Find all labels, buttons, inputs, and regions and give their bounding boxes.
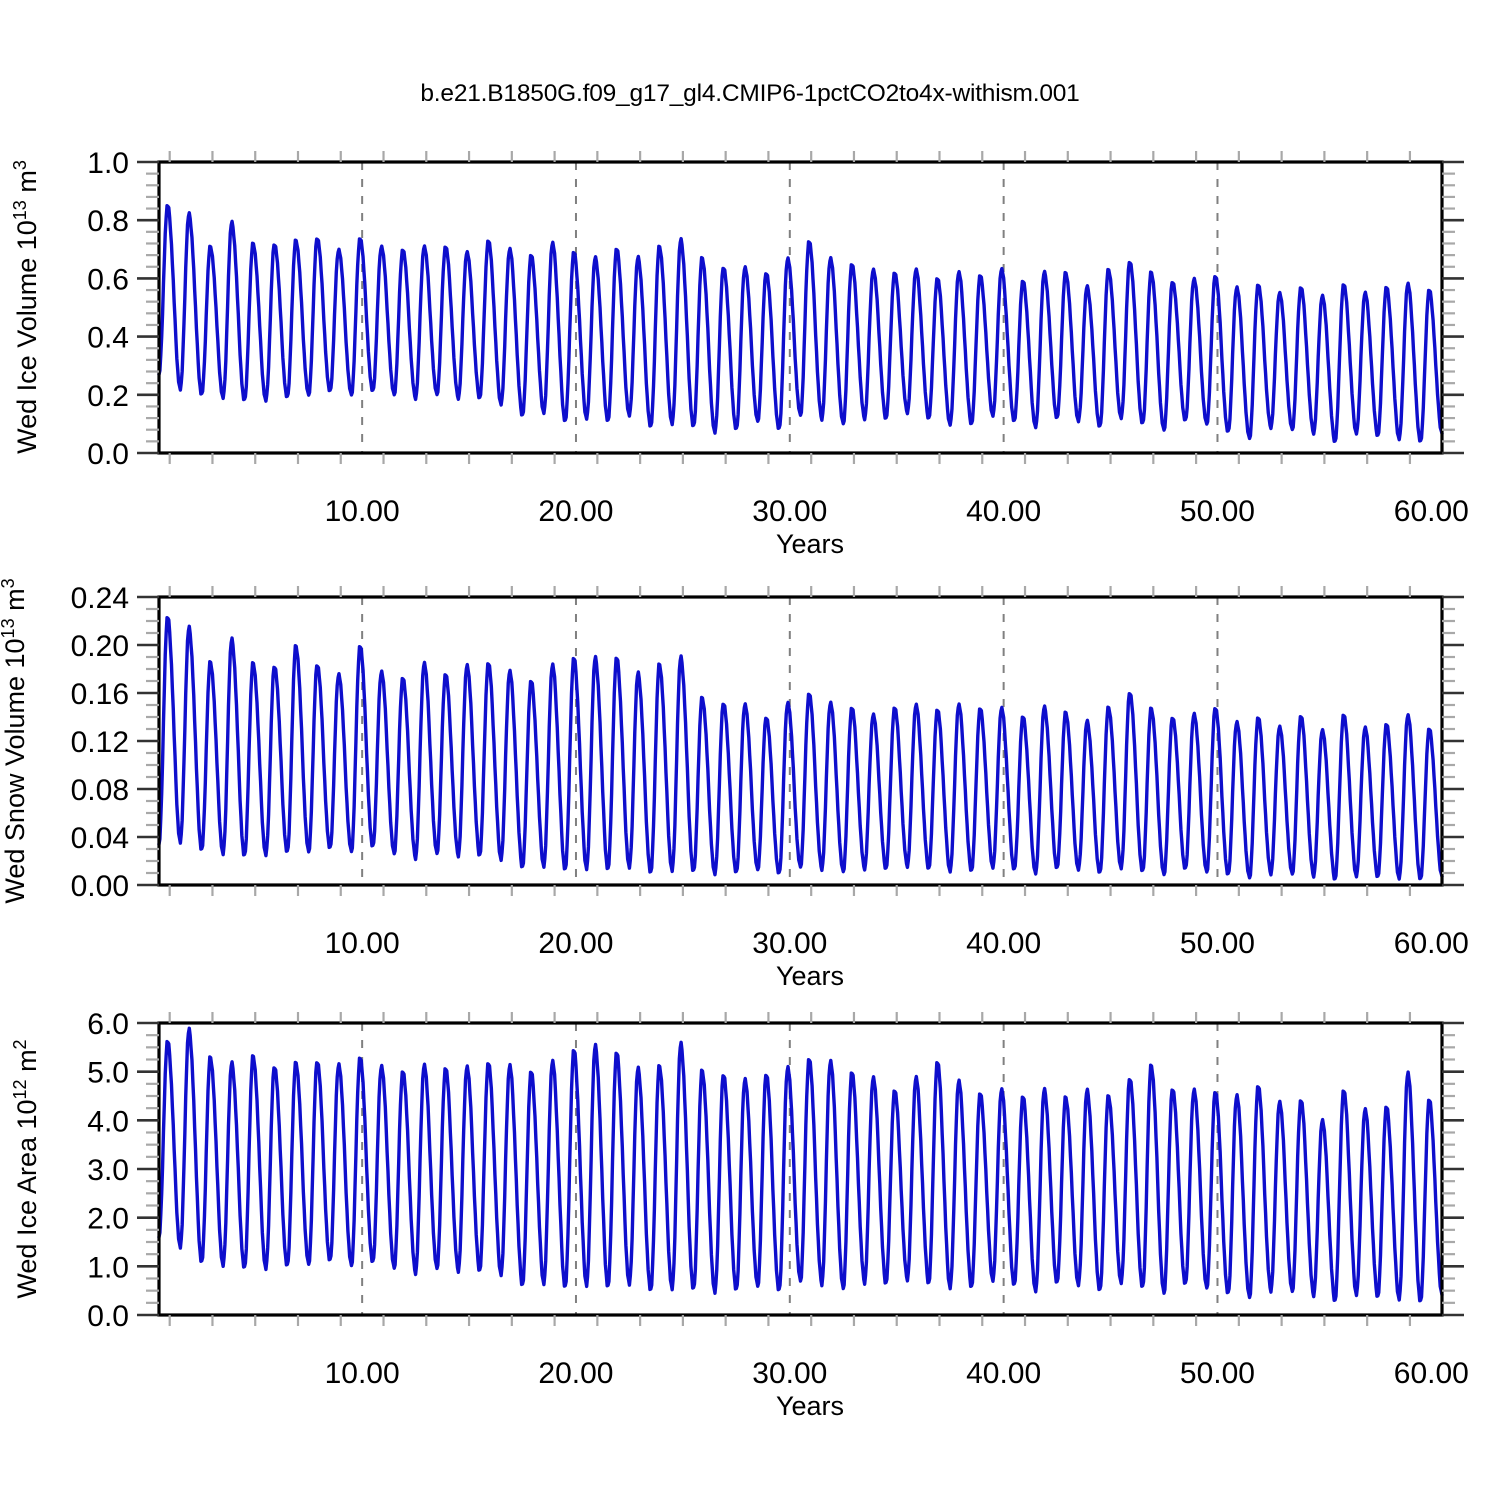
ytick-label: 0.4 xyxy=(87,322,129,355)
xtick-label: 30.00 xyxy=(752,927,827,960)
xtick-label: 10.00 xyxy=(325,927,400,960)
yaxis-label: Wed Ice Area 1012 m2 xyxy=(10,1039,42,1298)
yaxis-label-base: Wed Ice Area 10 xyxy=(12,1099,42,1298)
ytick-label: 0.24 xyxy=(71,582,129,615)
ytick-label: 1.0 xyxy=(87,147,129,180)
ytick-label: 0.00 xyxy=(71,870,129,903)
xtick-label: 60.00 xyxy=(1394,495,1469,528)
xtick-label: 50.00 xyxy=(1180,927,1255,960)
ytick-label: 0.16 xyxy=(71,678,129,711)
xtick-label: 60.00 xyxy=(1394,1357,1469,1390)
ytick-label: 0.8 xyxy=(87,205,129,238)
panel-2: 0.00 0.04 0.08 0.12 0.16 0.20 0.24 10.00 20.00 30… xyxy=(0,578,1469,991)
ytick-label: 3.0 xyxy=(87,1154,129,1187)
ytick-label: 5.0 xyxy=(87,1057,129,1090)
xtick-label: 10.00 xyxy=(325,1357,400,1390)
panel-1: 0.0 0.2 0.4 0.6 0.8 1.0 10.00 20.00 30.00 40.00 50… xyxy=(10,147,1469,559)
yaxis-label-tail: m xyxy=(12,170,42,200)
ytick-label: 0.20 xyxy=(71,630,129,663)
xtick-label: 30.00 xyxy=(752,1357,827,1390)
yaxis-label: Wed Snow Volume 1013 m3 xyxy=(0,578,30,903)
xtick-label: 20.00 xyxy=(538,927,613,960)
xtick-label: 50.00 xyxy=(1180,1357,1255,1390)
xtick-label: 10.00 xyxy=(325,495,400,528)
xaxis-label: Years xyxy=(776,1391,844,1421)
ytick-label: 0.08 xyxy=(71,774,129,807)
yaxis-label-tail-exponent: 3 xyxy=(0,578,18,588)
yaxis-label-tail: m xyxy=(0,588,30,618)
ytick-label: 0.2 xyxy=(87,380,129,413)
ytick-label: 2.0 xyxy=(87,1203,129,1236)
ytick-label: 0.0 xyxy=(87,1300,129,1333)
xtick-label: 50.00 xyxy=(1180,495,1255,528)
xtick-label: 20.00 xyxy=(538,1357,613,1390)
xtick-label: 60.00 xyxy=(1394,927,1469,960)
ytick-label: 0.12 xyxy=(71,726,129,759)
yaxis-label-base: Wed Snow Volume 10 xyxy=(0,638,30,903)
figure-title: b.e21.B1850G.f09_g17_gl4.CMIP6-1pctCO2to… xyxy=(420,80,1080,107)
xtick-label: 30.00 xyxy=(752,495,827,528)
data-line-wed-ice-area xyxy=(157,1026,1444,1303)
xaxis-label: Years xyxy=(776,961,844,991)
yaxis-label-tail: m xyxy=(12,1049,42,1079)
data-line-wed-ice-volume xyxy=(157,204,1444,444)
ytick-label: 6.0 xyxy=(87,1008,129,1041)
panel-frame xyxy=(157,160,1444,455)
xtick-label: 40.00 xyxy=(966,495,1041,528)
yaxis-label-exponent: 13 xyxy=(0,618,18,638)
yaxis-label-tail-exponent: 3 xyxy=(10,160,30,170)
xtick-label: 40.00 xyxy=(966,1357,1041,1390)
yaxis-label-exponent: 12 xyxy=(10,1079,30,1099)
data-line-wed-snow-volume xyxy=(157,615,1444,881)
xtick-label: 40.00 xyxy=(966,927,1041,960)
ytick-label: 0.6 xyxy=(87,263,129,296)
yaxis-label-base: Wed Ice Volume 10 xyxy=(12,220,42,454)
ytick-label: 1.0 xyxy=(87,1251,129,1284)
xtick-label: 20.00 xyxy=(538,495,613,528)
ytick-label: 0.0 xyxy=(87,438,129,471)
ytick-label: 0.04 xyxy=(71,822,129,855)
panel-3: 0.0 1.0 2.0 3.0 4.0 5.0 6.0 10.00 20.00 30.00 40.0… xyxy=(10,1008,1469,1421)
yaxis-label: Wed Ice Volume 1013 m3 xyxy=(10,160,42,454)
yaxis-label-tail-exponent: 2 xyxy=(10,1039,30,1049)
xaxis-label: Years xyxy=(776,529,844,559)
yaxis-label-exponent: 13 xyxy=(10,200,30,220)
ytick-label: 4.0 xyxy=(87,1105,129,1138)
